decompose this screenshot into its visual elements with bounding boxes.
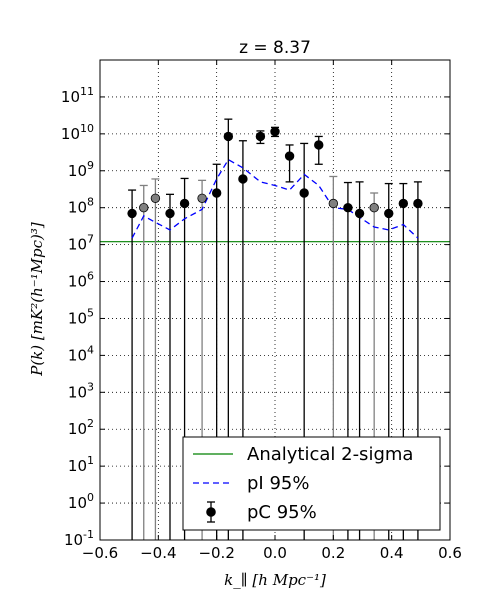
y-tick-label: 106 [68, 270, 94, 291]
pc-point [398, 198, 409, 209]
y-tick-label: 1011 [61, 85, 94, 106]
x-tick-label: 0.6 [438, 544, 462, 562]
pc-point [179, 198, 190, 209]
pc-point [223, 131, 234, 142]
pc-point [127, 208, 137, 219]
pc-point [197, 193, 207, 203]
pc-point [328, 198, 339, 209]
pi-95-line [131, 158, 419, 239]
y-tick-label: 102 [68, 417, 94, 438]
y-tick-label: 108 [68, 196, 94, 217]
pc-point [284, 151, 295, 161]
y-tick-label: 10-1 [64, 528, 94, 549]
chart-title: z = 8.37 [239, 38, 311, 58]
y-axis-label: P(k) [mK²(h⁻¹Mpc)³] [28, 222, 46, 377]
y-tick-label: 107 [68, 233, 94, 254]
x-tick-label: 0.2 [321, 544, 345, 562]
pc-point [299, 188, 309, 198]
pc-point [150, 193, 161, 203]
pc-point [211, 188, 222, 198]
pc-point [343, 202, 353, 213]
pc-point [314, 140, 324, 150]
plot-area: −0.6 −0.4 −0.2 0.0 0.2 0.4 0.6 10-1 100 101 102 103… [61, 59, 462, 562]
x-axis-label: k_∥ [h Mpc⁻¹] [224, 571, 326, 589]
legend-pc-marker [206, 507, 216, 517]
y-tick-label: 103 [68, 380, 94, 401]
x-tick-label: −0.4 [140, 544, 176, 562]
pc-point [255, 131, 266, 142]
y-tick-label: 101 [68, 454, 94, 475]
y-tick-label: 109 [68, 159, 94, 180]
pc-point [369, 202, 379, 213]
pc-point [165, 208, 175, 219]
x-tick-label: −0.6 [82, 544, 118, 562]
legend-pc-label: pC 95% [247, 502, 317, 523]
pc-point [238, 174, 248, 184]
pc-point [139, 202, 149, 213]
legend-analytical-label: Analytical 2-sigma [247, 444, 413, 465]
x-tick-label: 0.4 [380, 544, 404, 562]
pc-point [354, 208, 365, 219]
pc-point [384, 208, 394, 219]
x-tick-label: 0.0 [263, 544, 287, 562]
y-tick-label: 104 [68, 343, 94, 364]
pc-point [413, 198, 423, 209]
legend: Analytical 2-sigma pI 95% pC 95% [182, 436, 441, 531]
x-tick-label: −0.2 [198, 544, 234, 562]
pc-point [270, 126, 280, 137]
y-tick-label: 100 [68, 491, 94, 512]
y-tick-label: 1010 [61, 122, 94, 143]
y-tick-label: 105 [68, 306, 94, 327]
legend-pi-label: pI 95% [247, 473, 309, 494]
